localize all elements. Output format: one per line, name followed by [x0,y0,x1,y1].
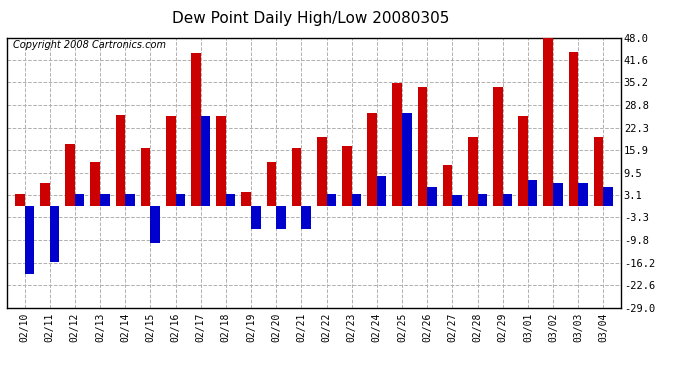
Bar [603,186,613,206]
Bar [393,83,402,206]
Bar [427,186,437,206]
Bar [216,116,226,206]
Bar [100,194,110,206]
Bar [493,87,503,206]
Bar [175,194,185,206]
Bar [251,206,261,229]
Bar [266,162,276,206]
Bar [594,137,603,206]
Bar [477,194,487,206]
Text: Dew Point Daily High/Low 20080305: Dew Point Daily High/Low 20080305 [172,11,449,26]
Bar [276,206,286,229]
Bar [417,87,427,206]
Bar [241,192,251,206]
Bar [453,195,462,206]
Text: Copyright 2008 Cartronics.com: Copyright 2008 Cartronics.com [13,40,166,50]
Bar [50,206,59,262]
Bar [201,116,210,206]
Bar [166,116,175,206]
Bar [317,137,326,206]
Bar [377,176,386,206]
Bar [66,144,75,206]
Bar [468,137,477,206]
Bar [116,115,125,206]
Bar [25,206,34,274]
Bar [402,113,412,206]
Bar [352,194,362,206]
Bar [326,194,336,206]
Bar [191,53,201,206]
Bar [292,148,302,206]
Bar [302,206,311,229]
Bar [578,183,588,206]
Bar [553,183,562,206]
Bar [40,183,50,206]
Bar [125,194,135,206]
Bar [503,194,512,206]
Bar [90,162,100,206]
Bar [15,194,25,206]
Bar [367,113,377,206]
Bar [518,116,528,206]
Bar [342,146,352,206]
Bar [141,148,150,206]
Bar [75,194,84,206]
Bar [443,165,453,206]
Bar [150,206,160,243]
Bar [569,51,578,206]
Bar [528,180,538,206]
Bar [544,38,553,206]
Bar [226,194,235,206]
